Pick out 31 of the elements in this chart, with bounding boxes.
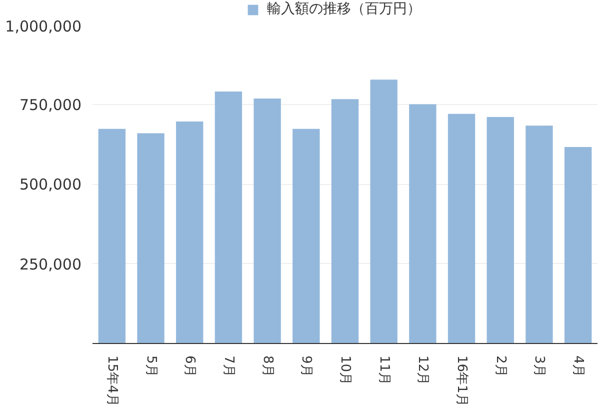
x-tick-label: 3月 [532, 356, 547, 377]
x-tick-label: 9月 [298, 356, 314, 377]
bar [486, 117, 514, 344]
bar [98, 128, 126, 344]
bar [370, 80, 398, 344]
x-tick-label: 2月 [492, 356, 508, 377]
y-tick-label: 750,000 [19, 96, 82, 114]
x-tick-label: 7月 [220, 356, 236, 377]
legend-label: 輸入額の推移（百万円） [267, 0, 421, 18]
bar [448, 114, 476, 344]
bar [214, 91, 242, 344]
bar [564, 146, 592, 344]
x-tick-label: 8月 [260, 356, 275, 377]
x-tick-label: 15年4月 [104, 356, 120, 406]
bar [137, 133, 164, 344]
x-tick-label: 12月 [415, 356, 430, 386]
x-tick-label: 6月 [182, 356, 198, 377]
bar [526, 126, 553, 344]
x-tick-label: 10月 [338, 356, 352, 386]
bar [176, 121, 204, 344]
x-tick-label: 4月 [570, 356, 586, 377]
y-tick-label: 1,000,000 [5, 18, 82, 36]
x-tick-label: 5月 [143, 356, 158, 377]
x-tick-label: 16年1月 [454, 356, 470, 406]
y-tick-label: 250,000 [19, 255, 82, 274]
bar [331, 99, 359, 344]
bar [254, 98, 281, 344]
bar [292, 128, 320, 344]
x-tick-label: 11月 [376, 356, 392, 386]
bar [409, 104, 436, 344]
y-tick-label: 500,000 [19, 176, 82, 194]
